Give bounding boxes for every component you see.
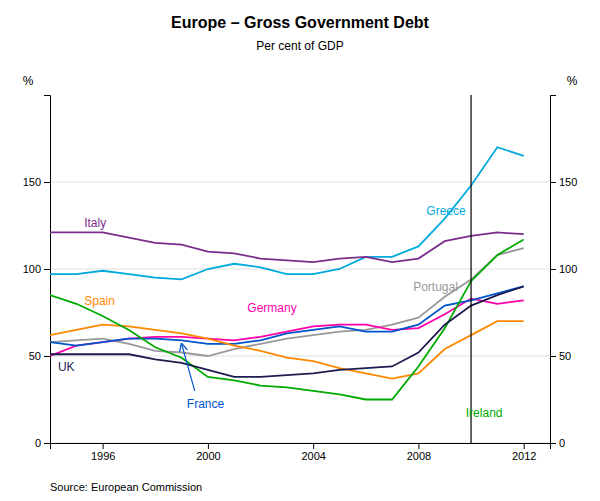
source: Source: European Commission [50,481,202,493]
y-axis: 0 50 100 150 [23,96,51,450]
y2-axis-tick: 150 [550,176,577,188]
annotation-label: France [187,397,225,411]
grid-line [50,182,550,183]
grid [50,182,550,443]
grid-line [50,269,550,270]
y2-axis-label: % [567,74,578,88]
chart: Europe – Gross Government Debt Per cent o… [0,0,600,501]
y-axis-line [44,96,51,444]
y2-axis-tick-label: 50 [559,350,571,362]
y2-axis-tick-mark [550,356,556,357]
y2-axis: 0 50 100 150 [550,96,577,450]
x-axis-tick-mark [524,443,525,449]
y-axis-tick-label: 100 [23,263,41,275]
y-axis-tick-label: 50 [29,350,41,362]
x-axis-tick: 2004 [301,443,325,462]
y2-axis-tick: 0 [550,437,565,449]
y2-axis-tick: 100 [550,263,577,275]
plot: 1996 2000 2004 2008 2012 0 50 100 150 0 50 100 150%%… [23,74,578,462]
vertical-line [470,95,471,443]
series-line [50,248,524,356]
annotation-label: Germany [247,301,296,315]
y-axis-tick: 100 [23,263,50,275]
series-line [50,286,524,345]
x-axis-tick: 1996 [91,443,115,462]
annotation-label: Portugal [413,280,458,294]
x-axis-tick-label: 2000 [196,450,220,462]
x-axis-tick-label: 1996 [91,450,115,462]
series-line [50,239,524,399]
series-line [50,321,524,378]
x-axis-tick-label: 2012 [512,450,536,462]
x-axis-tick: 2012 [512,443,536,462]
y-axis-tick: 50 [29,350,50,362]
y-axis-label: % [23,74,34,88]
annotation-label: Ireland [466,406,503,420]
annotations: Greece Italy Portugal Germany France Spain Ire… [58,204,503,420]
y2-axis-tick-label: 100 [559,263,577,275]
x-axis-tick-mark [418,443,419,449]
y-axis-tick-mark [44,182,50,183]
y2-axis-tick-label: 150 [559,176,577,188]
y2-axis-tick: 50 [550,350,571,362]
annotation-label: Spain [84,294,115,308]
y-axis-tick-mark [44,269,50,270]
title: Europe – Gross Government Debt [171,14,430,31]
y-axis-tick-label: 0 [35,437,41,449]
series-line [50,232,524,262]
annotation-label: Greece [426,204,466,218]
x-axis-line [51,444,551,450]
y2-axis-tick-mark [550,269,556,270]
y2-axis-tick-mark [550,182,556,183]
x-axis-tick-mark [103,443,104,449]
x-axis-tick-label: 2004 [301,450,325,462]
y-axis-tick-mark [44,443,50,444]
series-line [50,299,524,356]
x-axis-tick-mark [208,443,209,449]
x-axis-tick-label: 2008 [407,450,431,462]
series-line [50,286,524,376]
x-axis: 1996 2000 2004 2008 2012 [51,443,551,462]
annotation-label: Italy [84,216,106,230]
y-axis-tick-label: 150 [23,176,41,188]
y-axis-tick-mark [44,356,50,357]
y2-axis-line [551,96,557,444]
series-line [50,147,524,279]
annotation-label: UK [58,360,75,374]
x-axis-tick: 2008 [407,443,431,462]
x-axis-tick: 2000 [196,443,220,462]
y2-axis-tick-mark [550,443,556,444]
y-axis-tick: 0 [35,437,50,449]
y2-axis-tick-label: 0 [559,437,565,449]
lines [50,95,524,443]
x-axis-tick-mark [313,443,314,449]
annotation-arrow [182,344,195,391]
subtitle: Per cent of GDP [256,39,343,53]
y-axis-tick: 150 [23,176,50,188]
grid-line [50,356,550,357]
